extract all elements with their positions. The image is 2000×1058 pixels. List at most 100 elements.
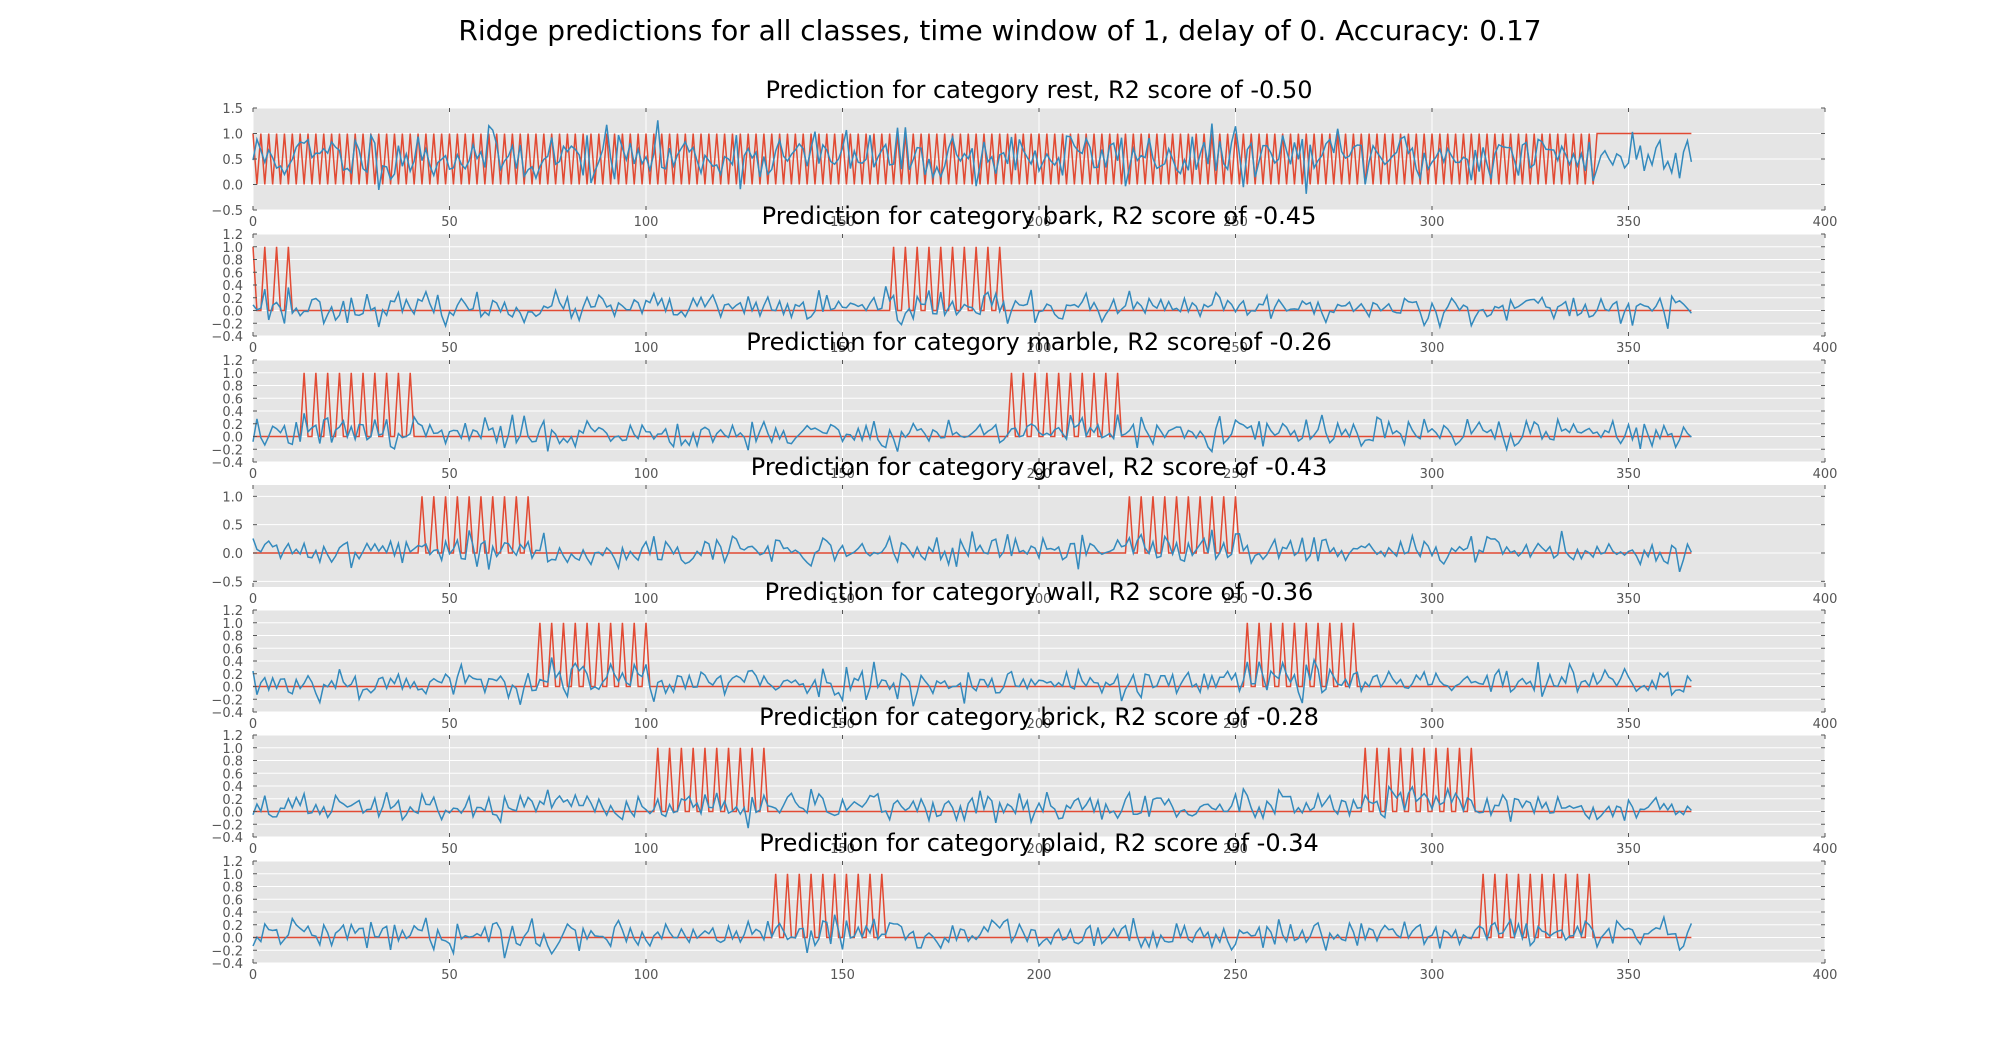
x-tick-label: 50	[441, 341, 458, 356]
x-tick-label: 100	[634, 717, 659, 732]
prediction-series-line	[252, 286, 1692, 330]
y-tick-label: 0.0	[222, 806, 243, 821]
target-series-line	[252, 132, 1692, 185]
x-tick-label: 200	[1027, 968, 1052, 983]
y-tick-label: 1.2	[222, 855, 243, 870]
x-tick-label: 200	[1027, 341, 1052, 356]
subplot-3: 0 50 100 150 200 250 300 350 400−0.4−0.20.00.20.…	[211, 328, 1837, 482]
subplot-title: Prediction for category plaid, R2 score …	[759, 829, 1319, 857]
subplot-2: 0 50 100 150 200 250 300 350 400−0.4−0.20.00.20.…	[211, 202, 1837, 356]
x-tick-label: 0	[249, 467, 257, 482]
subplot-title: Prediction for category brick, R2 score …	[759, 703, 1319, 731]
y-tick-label: −0.4	[211, 706, 243, 721]
y-tick-label: 0.4	[222, 405, 243, 420]
prediction-series-line	[252, 914, 1693, 959]
x-tick-label: 0	[249, 215, 257, 230]
x-tick-label: 200	[1027, 717, 1052, 732]
y-tick-label: 0.0	[222, 681, 243, 696]
x-tick-label: 250	[1223, 592, 1248, 607]
x-tick-label: 300	[1420, 592, 1445, 607]
y-tick-label: 0.0	[222, 932, 243, 947]
x-tick-label: 400	[1813, 215, 1838, 230]
y-tick-label: 0.0	[222, 547, 243, 562]
y-tick-label: −0.2	[211, 693, 243, 708]
prediction-series-line	[252, 529, 1693, 573]
x-tick-label: 400	[1813, 592, 1838, 607]
prediction-series-line	[252, 120, 1693, 194]
prediction-series-line	[252, 413, 1692, 454]
y-tick-label: −0.4	[211, 330, 243, 345]
x-tick-label: 50	[441, 215, 458, 230]
y-tick-label: 1.0	[222, 128, 243, 143]
y-tick-label: 0.8	[222, 755, 243, 770]
x-tick-label: 100	[634, 215, 659, 230]
y-tick-label: −0.4	[211, 957, 243, 972]
x-tick-label: 0	[249, 592, 257, 607]
x-tick-label: 50	[441, 968, 458, 983]
x-tick-label: 350	[1616, 968, 1641, 983]
x-tick-label: 200	[1027, 592, 1052, 607]
x-tick-label: 50	[441, 717, 458, 732]
y-tick-label: 1.0	[222, 742, 243, 757]
y-tick-label: −0.5	[211, 575, 243, 590]
x-tick-label: 350	[1616, 467, 1641, 482]
x-tick-label: 300	[1420, 968, 1445, 983]
y-tick-label: 0.2	[222, 418, 243, 433]
y-tick-label: −0.2	[211, 317, 243, 332]
x-tick-label: 350	[1616, 842, 1641, 857]
y-tick-label: 0.4	[222, 655, 243, 670]
x-tick-label: 150	[830, 341, 855, 356]
x-tick-label: 400	[1813, 717, 1838, 732]
x-tick-label: 50	[441, 467, 458, 482]
y-tick-label: 0.4	[222, 780, 243, 795]
y-tick-label: 0.6	[222, 392, 243, 407]
y-tick-label: −0.4	[211, 456, 243, 471]
x-tick-label: 150	[830, 467, 855, 482]
y-tick-label: 0.8	[222, 380, 243, 395]
x-tick-label: 250	[1223, 717, 1248, 732]
y-tick-label: 0.0	[222, 305, 243, 320]
x-tick-label: 150	[830, 717, 855, 732]
y-tick-label: 0.4	[222, 279, 243, 294]
y-tick-label: 0.2	[222, 292, 243, 307]
figure-title: Ridge predictions for all classes, time …	[458, 14, 1542, 47]
y-tick-label: 0.6	[222, 266, 243, 281]
y-tick-label: −0.5	[211, 204, 243, 219]
y-tick-label: 0.8	[222, 630, 243, 645]
subplot-title: Prediction for category rest, R2 score o…	[765, 76, 1312, 104]
x-tick-label: 100	[634, 842, 659, 857]
y-tick-label: 0.8	[222, 881, 243, 896]
prediction-series-line	[252, 784, 1692, 829]
subplot-title: Prediction for category bark, R2 score o…	[762, 202, 1317, 230]
y-tick-label: 1.2	[222, 604, 243, 619]
y-tick-label: 0.4	[222, 906, 243, 921]
x-tick-label: 0	[249, 717, 257, 732]
subplot-title: Prediction for category marble, R2 score…	[746, 328, 1332, 356]
y-tick-label: 0.2	[222, 919, 243, 934]
x-tick-label: 300	[1420, 215, 1445, 230]
y-tick-label: 0.2	[222, 668, 243, 683]
y-tick-label: 1.0	[222, 617, 243, 632]
x-tick-label: 200	[1027, 467, 1052, 482]
x-tick-label: 150	[830, 842, 855, 857]
x-tick-label: 400	[1813, 968, 1838, 983]
subplot-5: 0 50 100 150 200 250 300 350 400−0.4−0.20.00.20.…	[211, 578, 1837, 732]
x-tick-label: 50	[441, 842, 458, 857]
subplot-4: 0 50 100 150 200 250 300 350 400 −0.5 0.0 0.5 1.0 Pre…	[211, 453, 1837, 607]
y-tick-label: 0.2	[222, 793, 243, 808]
x-tick-label: 100	[634, 467, 659, 482]
y-tick-label: 0.5	[222, 519, 243, 534]
x-tick-label: 250	[1223, 842, 1248, 857]
y-tick-label: −0.2	[211, 944, 243, 959]
y-tick-label: −0.2	[211, 443, 243, 458]
x-tick-label: 300	[1420, 842, 1445, 857]
x-tick-label: 350	[1616, 592, 1641, 607]
x-tick-label: 250	[1223, 467, 1248, 482]
target-series-line	[253, 496, 1692, 554]
target-series-line	[252, 246, 1692, 312]
x-tick-label: 100	[634, 968, 659, 983]
x-tick-label: 150	[830, 968, 855, 983]
y-tick-label: 1.0	[222, 868, 243, 883]
subplot-title: Prediction for category wall, R2 score o…	[765, 578, 1314, 606]
x-tick-label: 100	[634, 341, 659, 356]
